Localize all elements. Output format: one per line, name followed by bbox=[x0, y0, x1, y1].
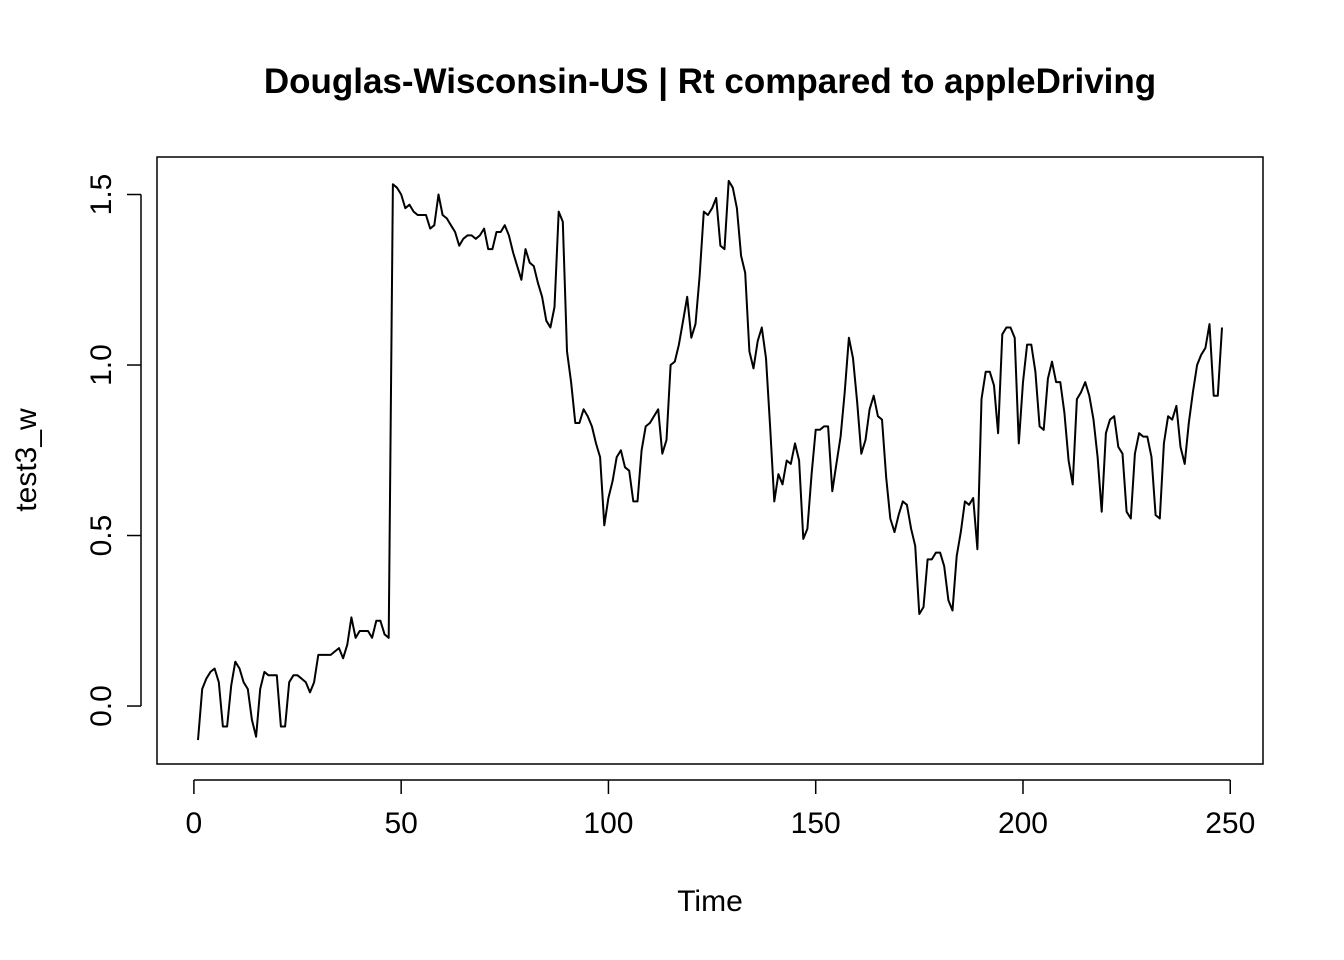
y-tick-label: 1.5 bbox=[85, 174, 118, 216]
x-tick-label: 250 bbox=[1205, 807, 1255, 840]
x-axis-label: Time bbox=[677, 885, 743, 918]
x-tick-label: 200 bbox=[998, 807, 1048, 840]
x-tick-label: 150 bbox=[791, 807, 841, 840]
y-tick-label: 1.0 bbox=[85, 344, 118, 386]
x-tick-label: 0 bbox=[186, 807, 203, 840]
y-tick-label: 0.5 bbox=[85, 515, 118, 557]
x-axis: 0 50 100 150 200 250 bbox=[186, 780, 1256, 840]
series-line bbox=[198, 181, 1222, 740]
chart-title: Douglas-Wisconsin-US | Rt compared to ap… bbox=[264, 62, 1156, 101]
series-layer bbox=[198, 181, 1222, 740]
y-tick-label: 0.0 bbox=[85, 685, 118, 727]
y-axis-label: test3_w bbox=[10, 408, 43, 512]
x-tick-label: 50 bbox=[384, 807, 417, 840]
y-axis: 0.0 0.5 1.0 1.5 bbox=[85, 174, 141, 727]
x-tick-label: 100 bbox=[583, 807, 633, 840]
